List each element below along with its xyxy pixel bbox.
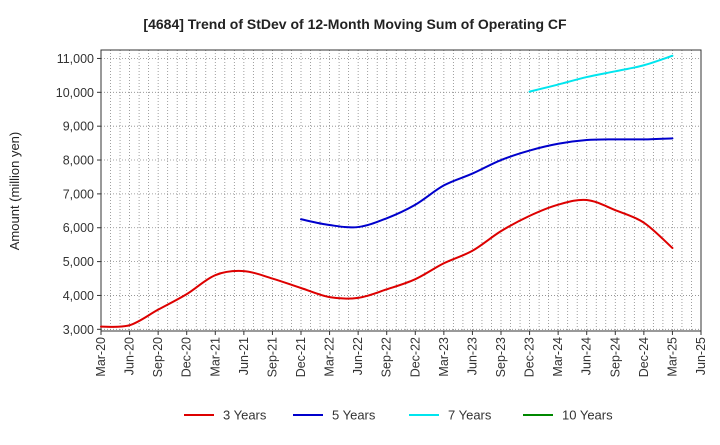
x-tick-label: Sep-21 (265, 337, 279, 377)
series-line-5-years (300, 137, 674, 229)
x-tick-label: Sep-20 (151, 337, 165, 377)
x-tick-label: Dec-21 (294, 337, 308, 377)
legend-label: 10 Years (562, 408, 613, 423)
y-tick-label: 6,000 (63, 221, 94, 235)
y-tick-label: 4,000 (63, 289, 94, 303)
x-tick-label: Jun-24 (580, 337, 594, 375)
legend-label: 7 Years (448, 408, 492, 423)
plot-area-frame (100, 49, 702, 332)
y-axis-ticks: 3,000 4,000 5,000 6,000 7,000 8,000 9,000 10,00… (56, 52, 101, 337)
x-tick-label: Dec-20 (180, 337, 194, 377)
y-tick-label: 11,000 (57, 52, 94, 66)
y-tick-label: 8,000 (63, 154, 94, 168)
x-tick-label: Sep-22 (380, 337, 394, 377)
y-tick-label: 7,000 (63, 187, 94, 201)
y-tick-label: 3,000 (63, 323, 94, 337)
x-axis-ticks: Mar-20 Jun-20 Sep-20 Dec-20 Mar-21 Jun-21 Sep-… (94, 331, 708, 377)
x-tick-label: Sep-24 (608, 337, 622, 377)
x-tick-label: Jun-21 (237, 337, 251, 375)
x-tick-label: Jun-22 (351, 337, 365, 375)
x-tick-label: Jun-20 (123, 337, 137, 375)
series-lines (100, 54, 674, 328)
x-tick-label: Mar-22 (323, 337, 337, 377)
x-tick-label: Dec-23 (523, 337, 537, 377)
series-line-3-years (100, 198, 674, 328)
series-line-7-years (528, 54, 674, 93)
y-tick-label: 5,000 (63, 255, 94, 269)
y-tick-label: 9,000 (63, 120, 94, 134)
x-tick-label: Mar-21 (208, 337, 222, 377)
x-tick-label: Sep-23 (494, 337, 508, 377)
x-tick-label: Mar-20 (94, 337, 108, 377)
x-tick-label: Mar-25 (665, 337, 679, 377)
x-tick-label: Mar-23 (437, 337, 451, 377)
grid-lines (101, 50, 701, 331)
legend: 3 Years 5 Years 7 Years 10 Years (184, 408, 613, 423)
x-tick-label: Dec-24 (637, 337, 651, 377)
legend-label: 3 Years (223, 408, 267, 423)
y-tick-label: 10,000 (56, 86, 94, 100)
x-tick-label: Dec-22 (408, 337, 422, 377)
x-tick-label: Jun-23 (465, 337, 479, 375)
y-axis-label: Amount (million yen) (7, 132, 22, 251)
x-tick-label: Mar-24 (551, 337, 565, 377)
legend-label: 5 Years (332, 408, 376, 423)
chart-title: [4684] Trend of StDev of 12-Month Moving… (143, 16, 567, 32)
x-tick-label: Jun-25 (694, 337, 708, 375)
